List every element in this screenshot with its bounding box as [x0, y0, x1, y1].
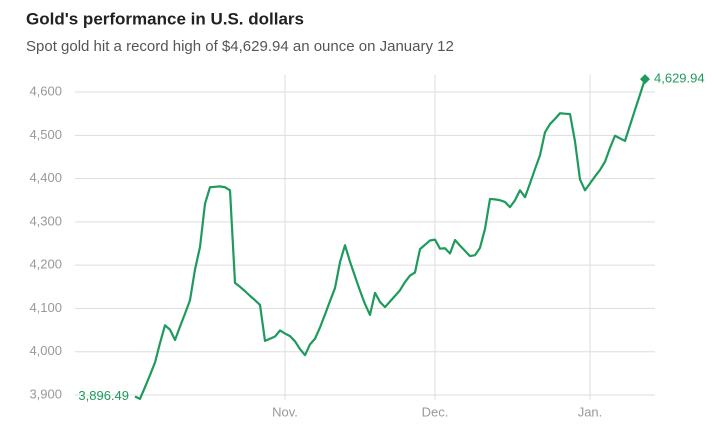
x-tick-label: Dec. [422, 404, 449, 419]
y-tick-label: 4,200 [29, 257, 62, 272]
value-label: 3,896.49 [78, 388, 129, 403]
y-tick-label: 3,900 [29, 386, 62, 401]
y-tick-label: 4,400 [29, 170, 62, 185]
chart-subtitle: Spot gold hit a record high of $4,629.94… [26, 38, 454, 55]
y-tick-label: 4,500 [29, 127, 62, 142]
y-tick-label: 4,600 [29, 83, 62, 98]
y-tick-label: 4,300 [29, 213, 62, 228]
chart-title: Gold's performance in U.S. dollars [26, 9, 304, 28]
line [134, 78, 647, 400]
x-tick-label: Nov. [272, 404, 298, 419]
x-tick-label: Jan. [578, 404, 603, 419]
y-tick-label: 4,000 [29, 343, 62, 358]
end-marker [640, 74, 650, 85]
value-label: 4,629.94 [654, 71, 705, 86]
y-tick-label: 4,100 [29, 300, 62, 315]
